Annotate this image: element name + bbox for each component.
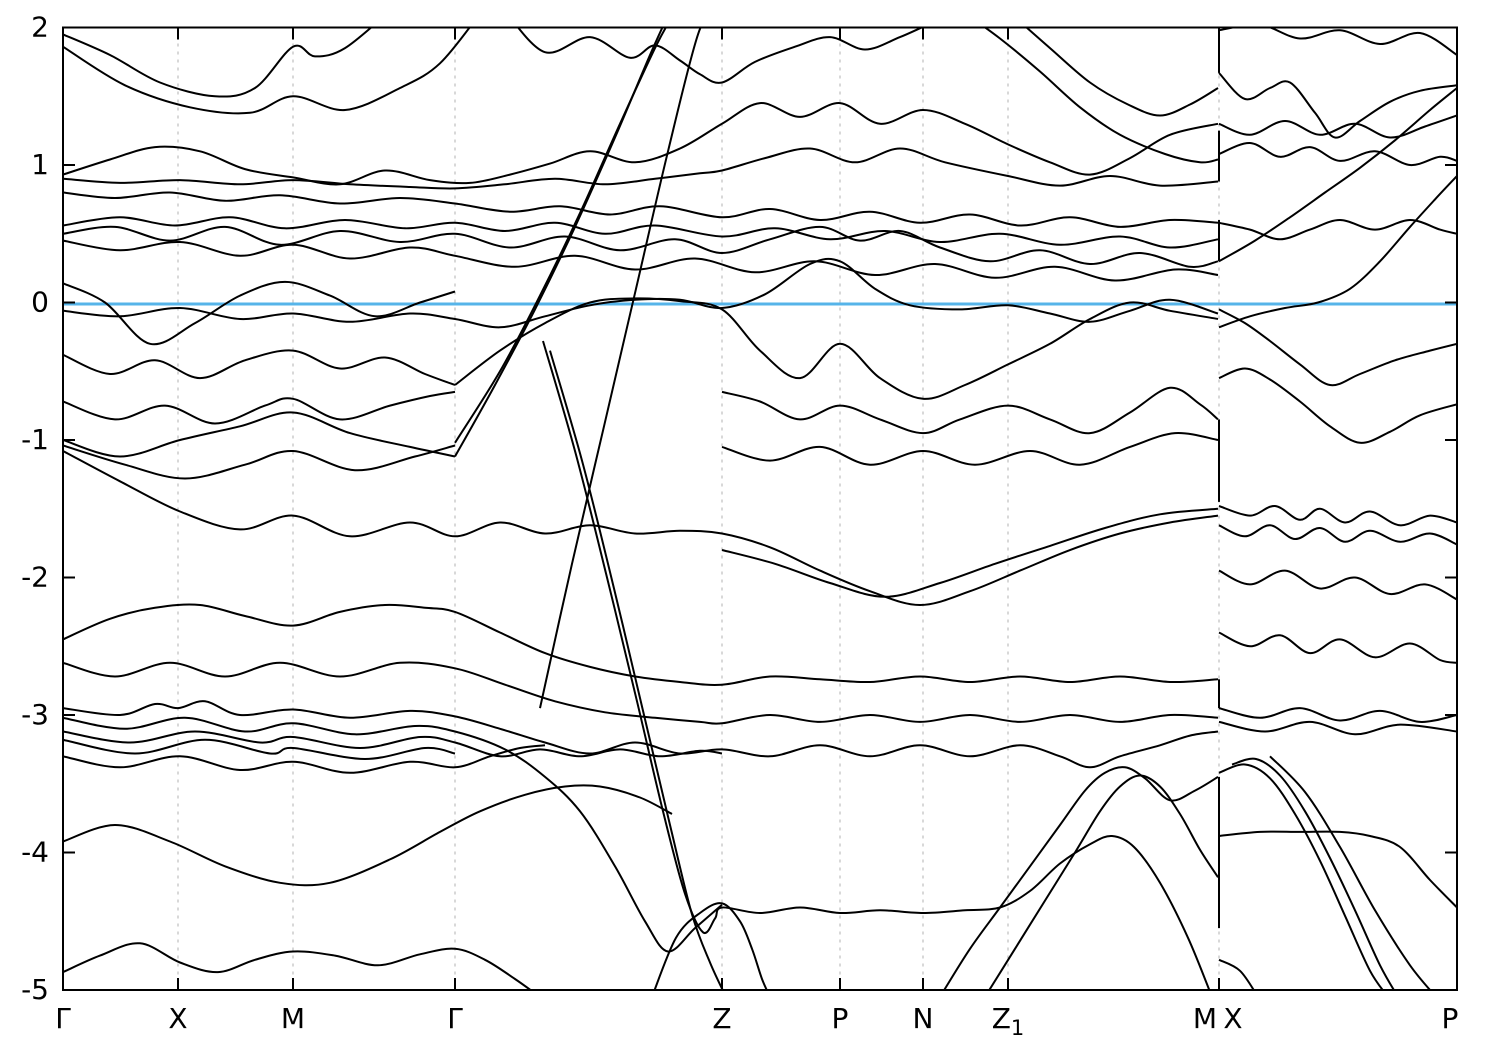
band-curve-main xyxy=(653,902,768,990)
band-curve-main xyxy=(63,216,1219,249)
tick-marks xyxy=(63,26,1457,991)
kpoint-label: X xyxy=(168,1002,187,1035)
y-axis-labels: 2 1 0 -1 -2 -3 -4 -5 xyxy=(21,11,49,1007)
kpoint-label: Z xyxy=(712,1002,731,1035)
band-curve-right xyxy=(1218,72,1457,139)
band-curve-right xyxy=(1218,308,1457,387)
band-curve-main xyxy=(63,349,456,386)
kpoint-label: M xyxy=(281,1002,305,1035)
y-tick-label: -1 xyxy=(21,423,49,456)
kpoint-labels: Γ X M Γ Z P N Z1 M X P xyxy=(55,1002,1458,1040)
energy-bands xyxy=(63,27,1457,990)
band-curve-main xyxy=(454,297,1219,400)
band-curve-main xyxy=(63,730,723,758)
band-curve-main xyxy=(63,661,1219,725)
band-curve-main xyxy=(454,27,664,457)
band-curve-main xyxy=(63,27,373,98)
y-tick-label: -5 xyxy=(21,973,49,1006)
band-curve-right xyxy=(1218,524,1457,546)
band-curve-right xyxy=(1218,141,1457,167)
band-curve-main xyxy=(721,432,1219,466)
band-curve-main xyxy=(721,507,1219,598)
kpoint-label: Γ xyxy=(55,1002,71,1035)
band-curve-main xyxy=(721,386,1219,435)
band-curve-right xyxy=(1218,175,1457,329)
band-curve-main xyxy=(63,603,1219,686)
kpoint-label: P xyxy=(1442,1002,1459,1035)
y-tick-label: -3 xyxy=(21,698,49,731)
y-tick-label: 0 xyxy=(31,286,49,319)
band-curve-main xyxy=(63,942,533,990)
y-tick-label: 2 xyxy=(31,11,49,44)
band-curve-right xyxy=(1218,27,1457,56)
band-curve-main xyxy=(63,700,1219,769)
kpoint-label: N xyxy=(913,1002,934,1035)
band-curve-main xyxy=(63,27,471,115)
band-curve-main xyxy=(63,257,1219,329)
band-curve-main xyxy=(63,450,1219,606)
band-curve-main xyxy=(983,27,1219,164)
band-curve-right xyxy=(1218,114,1457,139)
band-curve-main xyxy=(63,411,456,458)
band-curve-right xyxy=(1218,720,1457,736)
band-curve-main xyxy=(63,738,456,760)
band-curve-main xyxy=(63,102,1219,186)
kpoint-label: M xyxy=(1193,1002,1217,1035)
band-curve-main xyxy=(63,784,673,887)
band-curve-right xyxy=(1218,763,1384,990)
band-curve-right xyxy=(1218,569,1457,601)
band-curve-main xyxy=(988,774,1219,990)
band-curve-main xyxy=(943,766,1219,990)
y-tick-label: -2 xyxy=(21,561,49,594)
band-curve-main xyxy=(549,350,724,990)
y-tick-label: -4 xyxy=(21,836,49,869)
band-curve-main xyxy=(63,716,723,953)
gridlines xyxy=(177,27,1220,990)
band-curve-right xyxy=(1218,830,1457,909)
band-curve-right xyxy=(1218,367,1457,444)
band-curve-main xyxy=(454,27,667,444)
band-curve-main xyxy=(539,27,702,709)
band-curve-right xyxy=(1218,707,1457,723)
band-curve-main xyxy=(63,390,456,425)
band-curve-main xyxy=(516,27,925,84)
kpoint-label: P xyxy=(832,1002,849,1035)
band-curve-main xyxy=(63,280,456,346)
band-curve-right xyxy=(1231,757,1396,990)
band-curve-main xyxy=(63,744,546,774)
kpoint-label: Z1 xyxy=(992,1002,1025,1040)
y-tick-label: 1 xyxy=(31,148,49,181)
band-curve-right xyxy=(1218,87,1457,263)
band-curve-right xyxy=(1218,631,1457,664)
band-curve-main xyxy=(63,225,1219,268)
band-curve-right xyxy=(1218,219,1457,241)
band-curve-right xyxy=(1218,958,1255,990)
band-curve-main xyxy=(63,147,1219,190)
kpoint-label: X xyxy=(1223,1002,1242,1035)
band-curve-main xyxy=(63,239,1219,282)
band-curve-main xyxy=(63,444,456,480)
band-curve-right xyxy=(1269,755,1432,990)
band-curve-main xyxy=(1025,27,1219,117)
band-curve-main xyxy=(63,191,1219,228)
kpoint-label: Γ xyxy=(447,1002,463,1035)
plot-border xyxy=(62,26,1458,991)
band-curve-right xyxy=(1218,505,1457,527)
band-curve-main xyxy=(542,340,1211,990)
